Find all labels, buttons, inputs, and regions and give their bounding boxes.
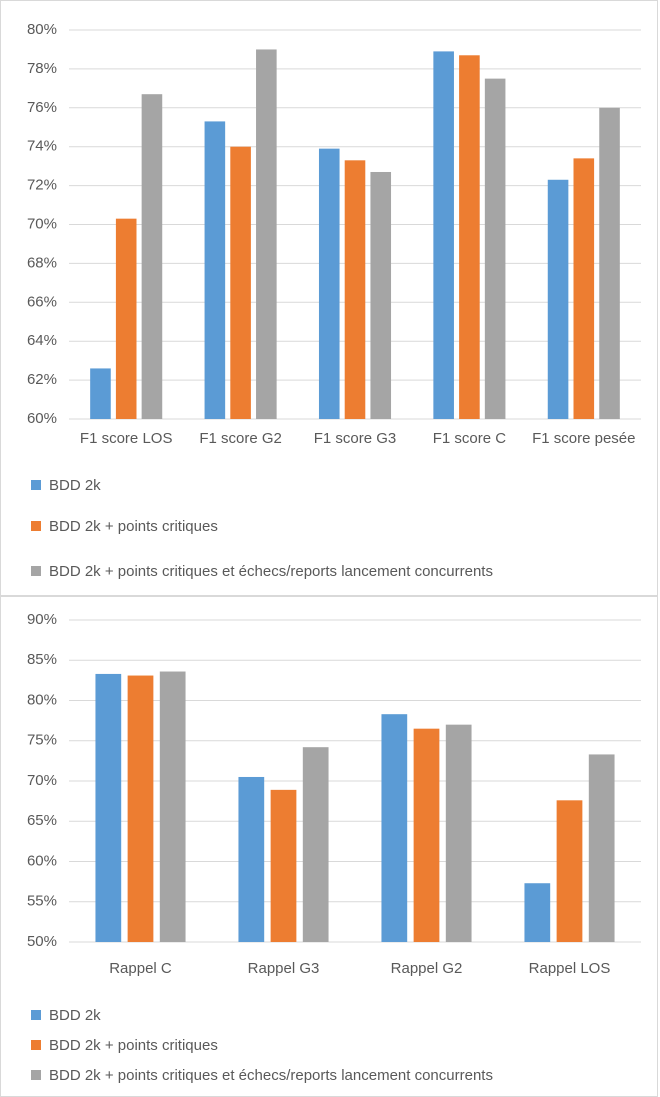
y-tick-label: 75% — [27, 732, 57, 749]
legend-label: BDD 2k + points critiques — [49, 518, 218, 535]
y-tick-label: 55% — [27, 893, 57, 910]
bar — [445, 724, 472, 942]
bar — [302, 747, 329, 942]
bar — [256, 49, 277, 419]
x-tick-label: F1 score LOS — [79, 430, 173, 447]
legend-swatch — [31, 566, 41, 576]
y-tick-label: 62% — [27, 371, 57, 388]
y-tick-label: 60% — [27, 852, 57, 869]
legend-swatch — [31, 1010, 41, 1020]
x-tick-label: F1 score G3 — [313, 430, 397, 447]
chart-panel: 60% 62% 64% 66% 68% 70% 72% 74% 76% 78% 80% F1 scor… — [0, 0, 658, 596]
bar — [141, 94, 163, 419]
bar — [381, 714, 408, 942]
chart: 50% 55% 60% 65% 70% 75% 80% 85% 90% — [27, 611, 641, 950]
legend-label: BDD 2k + points critiques — [49, 1037, 218, 1054]
y-tick-label: 78% — [27, 60, 57, 77]
legend-label: BDD 2k — [49, 1007, 101, 1024]
x-tick-label: Rappel C — [109, 960, 172, 977]
bar — [524, 883, 551, 942]
chart-panel: 50% 55% 60% 65% 70% 75% 80% 85% 90% Rappel C Rappe… — [0, 596, 658, 1097]
y-tick-label: 72% — [27, 177, 57, 194]
y-tick-label: 80% — [27, 21, 57, 38]
y-tick-label: 76% — [27, 99, 57, 116]
bar — [115, 218, 137, 419]
y-tick-label: 50% — [27, 933, 57, 950]
bar — [204, 121, 226, 419]
y-tick-label: 70% — [27, 772, 57, 789]
bar — [588, 754, 615, 942]
bar — [159, 671, 186, 942]
y-tick-label: 60% — [27, 410, 57, 427]
bar — [459, 55, 480, 419]
legend-swatch — [31, 1040, 41, 1050]
y-tick-label: 85% — [27, 651, 57, 668]
x-tick-label: Rappel G2 — [390, 960, 463, 977]
legend-label: BDD 2k + points critiques et échecs/repo… — [49, 1067, 493, 1084]
y-tick-label: 66% — [27, 293, 57, 310]
bar — [413, 728, 440, 942]
bar — [370, 171, 392, 419]
x-tick-label: F1 score C — [432, 430, 507, 447]
bar — [318, 148, 340, 419]
bar — [573, 158, 595, 419]
bar — [95, 673, 122, 942]
x-tick-label: F1 score G2 — [199, 430, 282, 447]
legend-swatch — [31, 1070, 41, 1080]
bar — [90, 368, 111, 419]
bar — [238, 776, 265, 942]
legend-item: BDD 2k + points critiques — [31, 518, 218, 535]
y-tick-label: 90% — [27, 611, 57, 628]
legend-swatch — [31, 521, 41, 531]
bar — [599, 107, 620, 420]
y-tick-label: 70% — [27, 215, 57, 232]
bar — [556, 800, 583, 942]
legend-item: BDD 2k + points critiques — [31, 1037, 218, 1054]
x-tick-label: F1 score pesée — [532, 430, 636, 447]
chart: 60% 62% 64% 66% 68% 70% 72% 74% 76% 78% 80% — [27, 21, 641, 427]
legend-item: BDD 2k — [31, 1007, 101, 1024]
x-tick-label: Rappel LOS — [528, 960, 611, 977]
y-tick-label: 80% — [27, 691, 57, 708]
legend-swatch — [31, 480, 41, 490]
bar — [344, 160, 366, 419]
bar — [127, 675, 154, 942]
bar — [270, 789, 297, 942]
y-tick-label: 64% — [27, 332, 57, 349]
bar — [433, 51, 454, 420]
legend-item: BDD 2k + points critiques et échecs/repo… — [31, 1067, 493, 1084]
legend-label: BDD 2k — [49, 477, 101, 494]
bar — [484, 78, 506, 419]
legend-item: BDD 2k — [31, 477, 101, 494]
x-tick-label: Rappel G3 — [247, 960, 320, 977]
y-tick-label: 68% — [27, 254, 57, 271]
y-tick-label: 74% — [27, 138, 57, 155]
bar — [547, 179, 569, 419]
legend-item: BDD 2k + points critiques et échecs/repo… — [31, 563, 493, 580]
y-tick-label: 65% — [27, 812, 57, 829]
legend-label: BDD 2k + points critiques et échecs/repo… — [49, 563, 493, 580]
bar — [230, 146, 251, 419]
